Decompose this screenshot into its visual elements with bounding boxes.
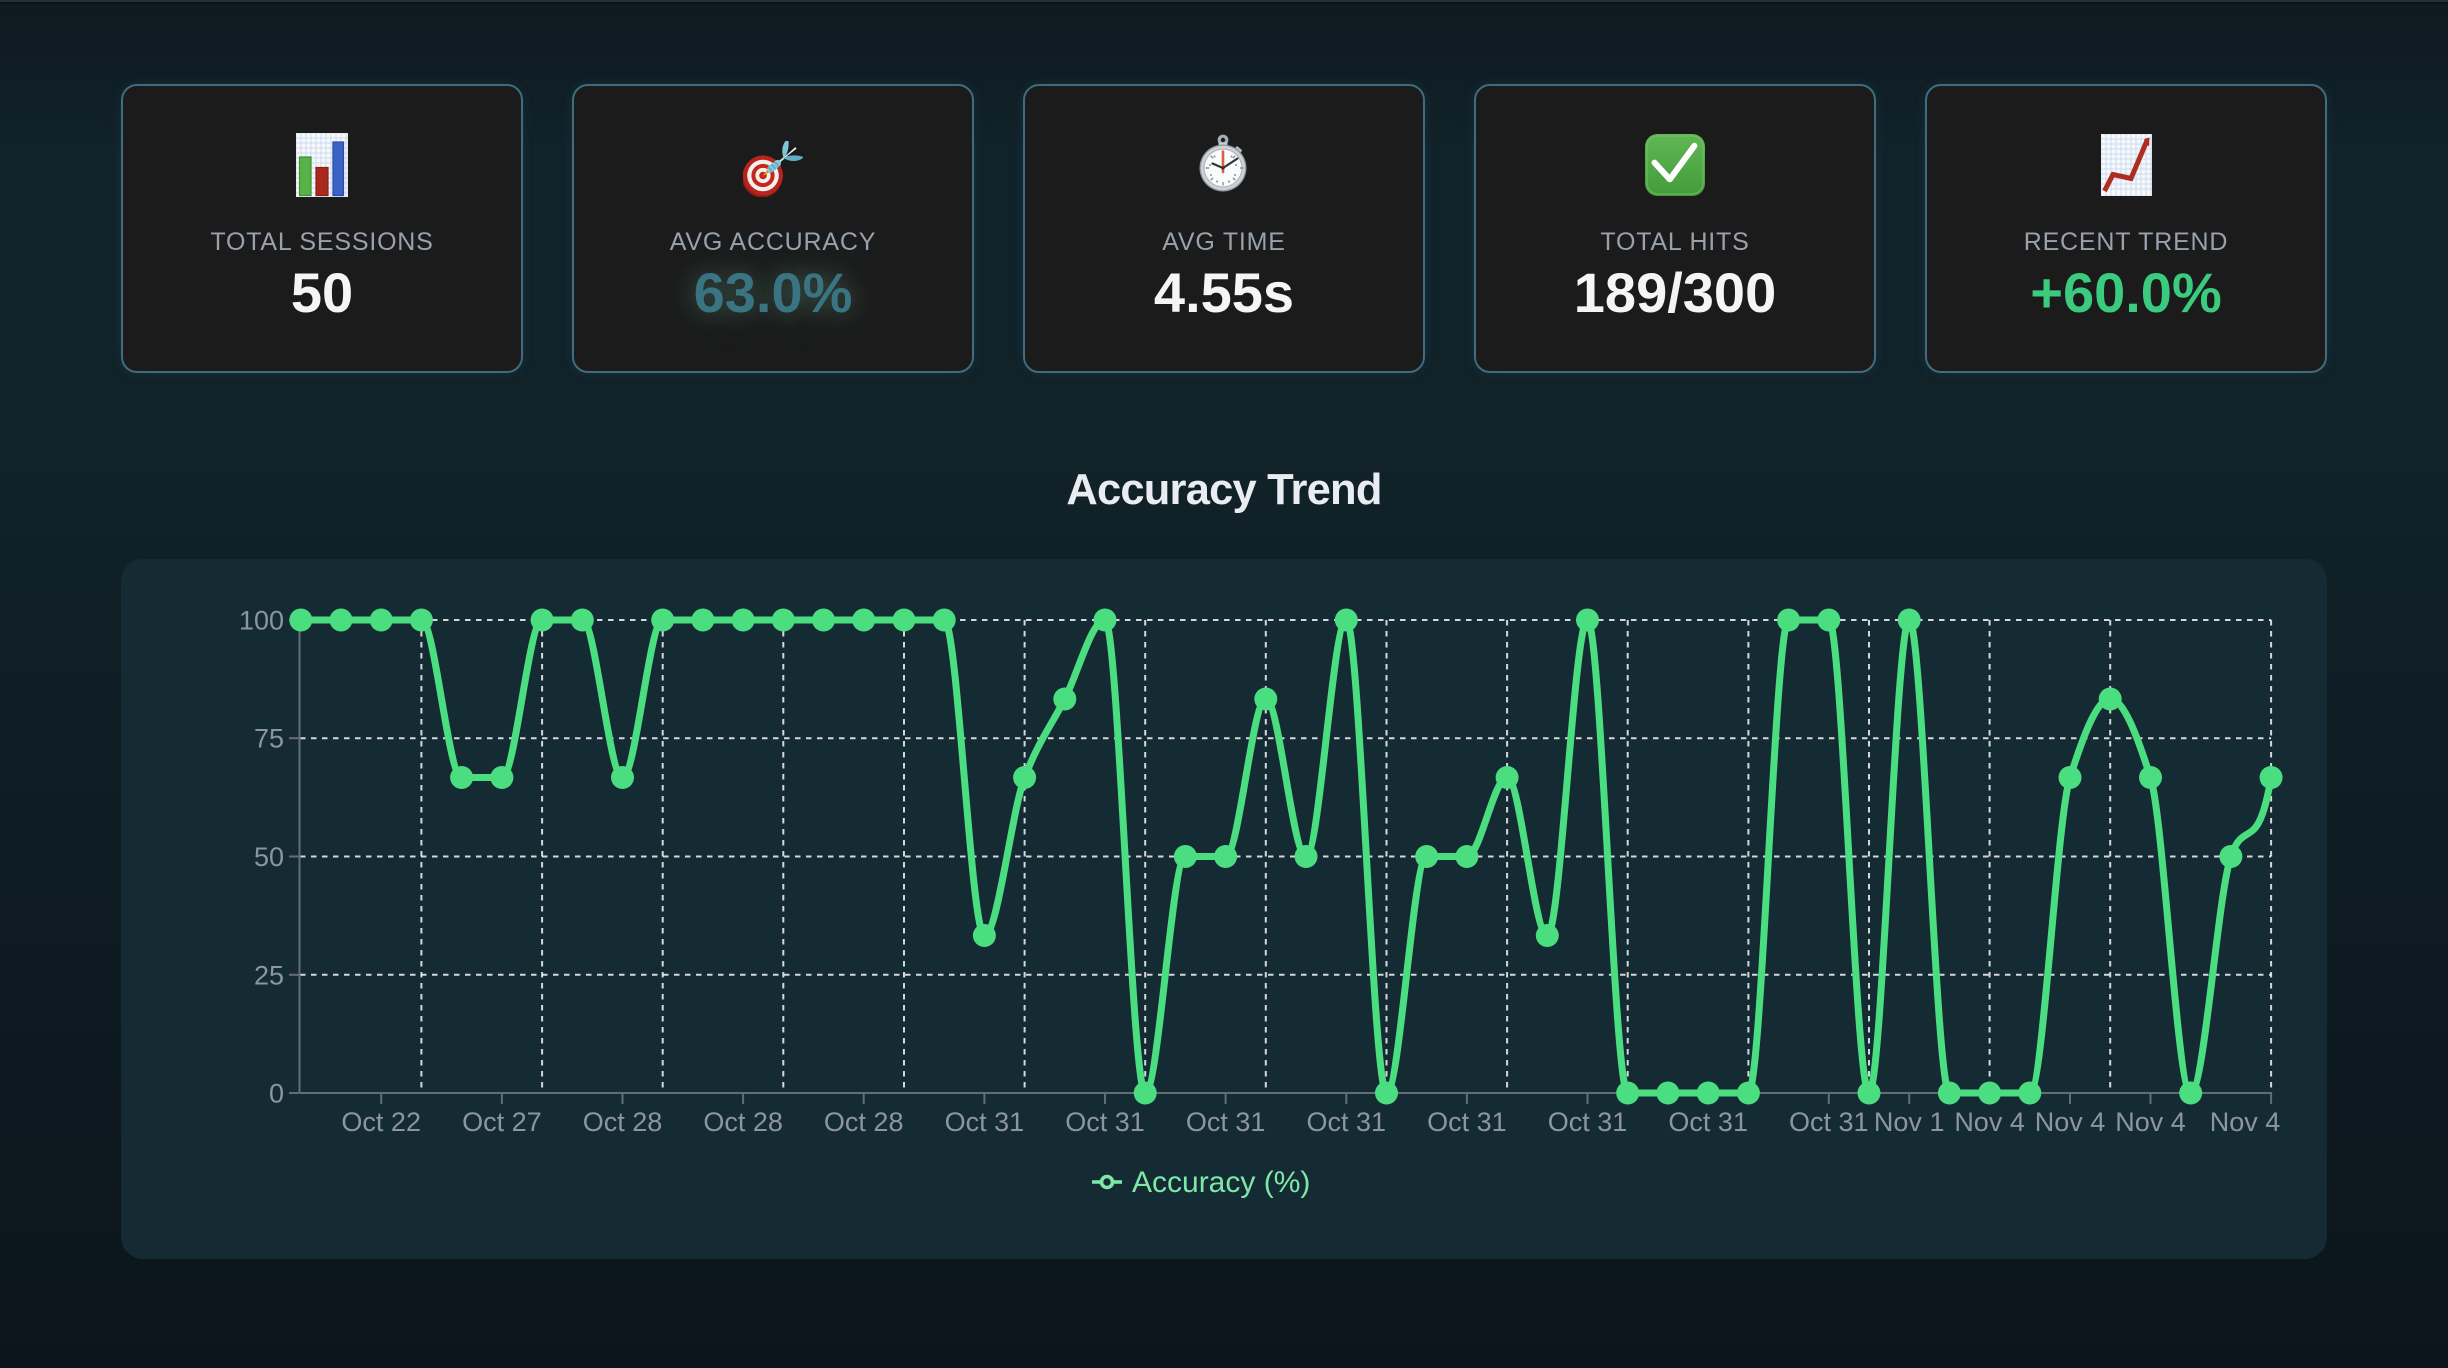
svg-text:Oct 28: Oct 28 (703, 1107, 783, 1137)
svg-text:Nov 4: Nov 4 (2115, 1107, 2186, 1137)
svg-text:Oct 31: Oct 31 (1307, 1107, 1387, 1137)
svg-text:Nov 4: Nov 4 (2210, 1107, 2281, 1137)
svg-text:Oct 31: Oct 31 (1548, 1107, 1628, 1137)
svg-text:Nov 4: Nov 4 (2035, 1107, 2106, 1137)
svg-text:Oct 28: Oct 28 (824, 1107, 904, 1137)
svg-text:75: 75 (254, 724, 284, 754)
svg-text:Oct 31: Oct 31 (1186, 1107, 1266, 1137)
svg-text:0: 0 (269, 1079, 284, 1109)
svg-text:25: 25 (254, 960, 284, 990)
svg-text:Oct 27: Oct 27 (462, 1107, 542, 1137)
svg-text:Oct 28: Oct 28 (583, 1107, 663, 1137)
svg-text:Nov 1: Nov 1 (1874, 1107, 1945, 1137)
svg-text:Accuracy (%): Accuracy (%) (1132, 1166, 1310, 1199)
svg-text:Oct 31: Oct 31 (1789, 1107, 1869, 1137)
svg-text:Oct 31: Oct 31 (1065, 1107, 1145, 1137)
svg-text:Nov 4: Nov 4 (1954, 1107, 2025, 1137)
svg-text:Oct 31: Oct 31 (1668, 1107, 1748, 1137)
svg-text:Oct 31: Oct 31 (1427, 1107, 1507, 1137)
svg-text:100: 100 (239, 606, 284, 636)
svg-text:Oct 31: Oct 31 (945, 1107, 1025, 1137)
svg-text:50: 50 (254, 842, 284, 872)
svg-text:Oct 22: Oct 22 (341, 1107, 421, 1137)
